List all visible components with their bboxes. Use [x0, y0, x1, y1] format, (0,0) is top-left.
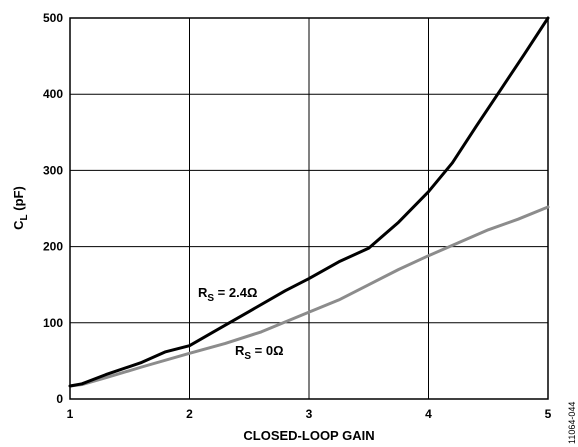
- series-line-rs-2-4: [68, 16, 550, 388]
- series-label-rs-2-4-sub: S: [207, 293, 214, 304]
- series-label-rs-0-sub: S: [244, 351, 251, 362]
- series-label-rs-0-main: R: [235, 343, 245, 358]
- series-layer: [68, 16, 550, 388]
- y-axis-label-sub: L: [19, 214, 30, 220]
- x-tick-label: 3: [306, 407, 313, 421]
- y-tick-label: 300: [43, 163, 63, 177]
- y-axis-label-main: C: [11, 220, 26, 230]
- y-tick-label: 400: [43, 87, 63, 101]
- x-axis-label: CLOSED-LOOP GAIN: [243, 428, 374, 443]
- series-label-rs-2-4-value: = 2.4Ω: [214, 285, 257, 300]
- x-tick-label: 1: [67, 407, 74, 421]
- series-label-rs-0-value: = 0Ω: [251, 343, 283, 358]
- y-axis-label: CL (pF): [11, 186, 30, 230]
- series-label-rs-2-4: RS = 2.4Ω: [198, 285, 257, 304]
- series-label-rs-2-4-main: R: [198, 285, 208, 300]
- y-tick-label: 0: [56, 392, 63, 406]
- series-line-rs-0: [68, 205, 550, 388]
- grid-lines: [70, 18, 548, 399]
- x-tick-label: 4: [425, 407, 432, 421]
- figure-id: 11064-044: [567, 402, 577, 444]
- x-tick-label: 2: [186, 407, 193, 421]
- y-tick-label: 100: [43, 316, 63, 330]
- x-tick-label: 5: [545, 407, 552, 421]
- series-label-rs-0: RS = 0Ω: [235, 343, 284, 362]
- y-tick-label: 200: [43, 240, 63, 254]
- tick-labels: 1 2 3 4 5 0 100 200 300 400 500: [43, 11, 552, 421]
- y-tick-label: 500: [43, 11, 63, 25]
- y-axis-label-unit: (pF): [11, 186, 26, 214]
